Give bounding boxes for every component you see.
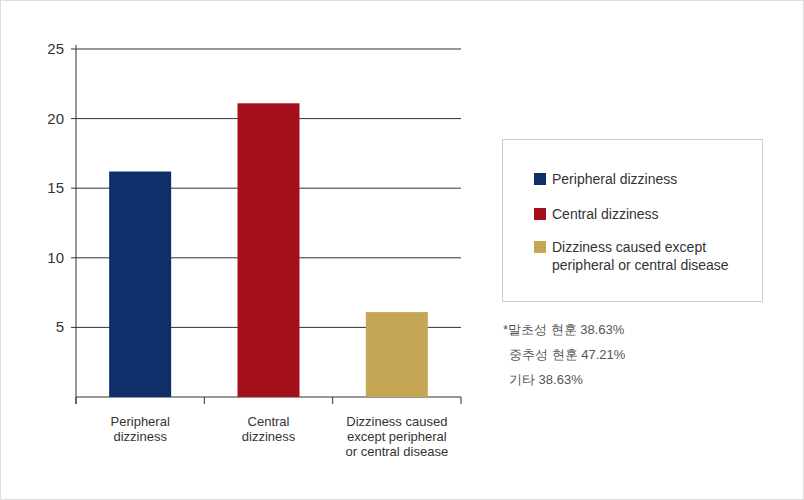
label-line: or central disease: [346, 444, 449, 459]
x-tick: [332, 397, 333, 404]
legend-swatch: [534, 208, 546, 220]
y-axis: [76, 45, 77, 404]
label-line: Dizziness caused: [346, 414, 447, 429]
legend-swatch: [534, 241, 546, 253]
legend-label: Dizziness caused except peripheral or ce…: [552, 238, 752, 274]
label-line: Peripheral: [111, 414, 170, 429]
label-line: dizziness: [242, 429, 296, 444]
x-tick: [76, 397, 77, 404]
y-tick-label: 5: [56, 318, 64, 335]
y-tick: [71, 257, 76, 258]
y-tick: [71, 327, 76, 328]
y-tick: [71, 188, 76, 189]
annotation: *말초성 현훈 38.63%: [503, 322, 625, 337]
y-tick: [71, 49, 76, 50]
legend: Peripheral dizziness Central dizziness Diz…: [502, 139, 763, 302]
x-tick: [461, 397, 462, 404]
bars: [109, 103, 428, 397]
annotation: 중추성 현훈 47.21%: [509, 347, 626, 362]
bar: [238, 103, 300, 397]
x-tick-label: Dizziness causedexcept peripheralor cent…: [346, 414, 449, 459]
y-tick: [71, 118, 76, 119]
legend-label: Peripheral dizziness: [552, 170, 752, 188]
label-line: dizziness: [113, 429, 167, 444]
y-tick-label: 20: [47, 110, 64, 127]
bar: [366, 312, 428, 397]
label-line: except peripheral: [347, 429, 447, 444]
annotation: 기타 38.63%: [509, 372, 583, 387]
y-tick-label: 15: [47, 179, 64, 196]
chart-frame: 510152025PeripheraldizzinessCentraldizzi…: [0, 0, 804, 500]
label-line: Central: [248, 414, 290, 429]
x-tick-label: Centraldizziness: [242, 414, 296, 444]
legend-label: Central dizziness: [552, 205, 752, 223]
legend-swatch: [534, 173, 546, 185]
x-tick: [204, 397, 205, 404]
y-tick-label: 10: [47, 249, 64, 266]
y-tick-label: 25: [47, 40, 64, 57]
x-tick-label: Peripheraldizziness: [111, 414, 170, 444]
grid-line: [76, 49, 461, 50]
bar: [109, 171, 171, 397]
